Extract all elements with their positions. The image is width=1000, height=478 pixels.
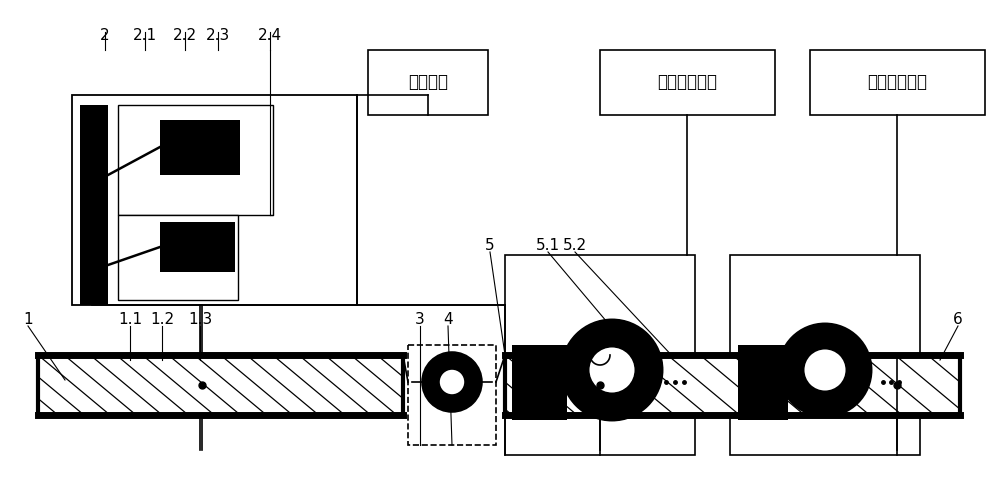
Text: 2.3: 2.3 <box>206 28 230 43</box>
Bar <box>118 105 273 215</box>
Text: 一般工艺设备: 一般工艺设备 <box>657 73 717 91</box>
Text: 敏感工艺设备: 敏感工艺设备 <box>867 73 927 91</box>
Bar <box>408 345 496 445</box>
Bar <box>505 355 960 415</box>
Circle shape <box>424 354 480 410</box>
Bar <box>730 255 920 455</box>
Text: 5.2: 5.2 <box>563 238 587 253</box>
Bar <box>505 255 695 455</box>
Bar <box>512 345 567 420</box>
Circle shape <box>781 326 869 414</box>
Text: 通用设备: 通用设备 <box>408 73 448 91</box>
Text: 3: 3 <box>415 312 425 327</box>
Text: 5.1: 5.1 <box>536 238 560 253</box>
Circle shape <box>586 344 638 396</box>
Text: 2.4: 2.4 <box>258 28 282 43</box>
Bar <box>878 360 910 405</box>
Bar <box>600 50 775 115</box>
Bar <box>38 355 403 415</box>
Bar <box>160 120 240 175</box>
Bar <box>368 50 488 115</box>
Text: 6: 6 <box>953 312 963 327</box>
Bar <box>810 50 985 115</box>
Text: 1.2: 1.2 <box>150 312 174 327</box>
Text: 5: 5 <box>485 238 495 253</box>
Bar <box>72 95 357 305</box>
Bar <box>160 222 235 272</box>
Circle shape <box>564 322 660 418</box>
Bar <box>660 360 692 405</box>
Bar <box>118 215 238 300</box>
Circle shape <box>801 346 849 394</box>
Text: 2: 2 <box>100 28 110 43</box>
Bar <box>80 105 108 305</box>
Text: 2.1: 2.1 <box>133 28 157 43</box>
Circle shape <box>437 367 467 397</box>
Text: 2.2: 2.2 <box>173 28 197 43</box>
Text: 1.1: 1.1 <box>118 312 142 327</box>
Text: 1.3: 1.3 <box>188 312 212 327</box>
Text: 4: 4 <box>443 312 453 327</box>
Bar <box>738 345 788 420</box>
Text: 1: 1 <box>23 312 33 327</box>
